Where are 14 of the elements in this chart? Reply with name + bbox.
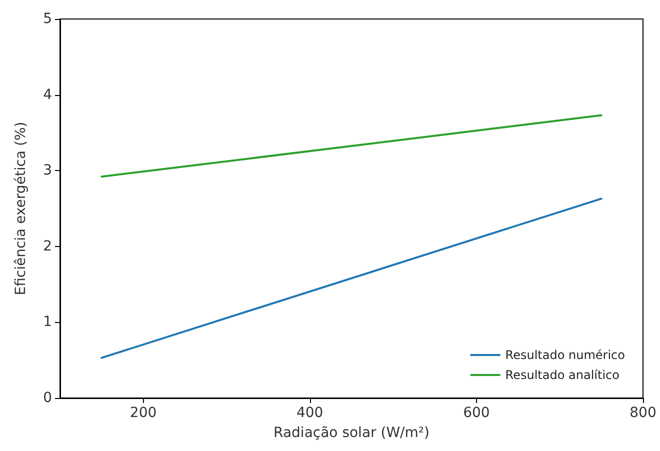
y-tick-label: 2 [43,238,52,254]
x-tick-label: 800 [630,405,656,421]
y-axis-title: Eficiência exergética (%) [13,122,29,296]
y-tick-label: 4 [43,86,52,103]
y-tick-label: 1 [43,314,52,330]
y-tick-label: 0 [43,390,52,406]
x-tick-label: 200 [130,405,157,421]
y-tick-label: 3 [43,162,52,179]
x-axis-title: Radiação solar (W/m²) [274,425,430,441]
y-tick-label: 5 [43,11,52,27]
x-tick-label: 400 [296,405,324,421]
legend-label: Resultado numérico [505,348,626,362]
legend-label: Resultado analítico [505,368,620,382]
x-tick-label: 600 [463,405,490,421]
